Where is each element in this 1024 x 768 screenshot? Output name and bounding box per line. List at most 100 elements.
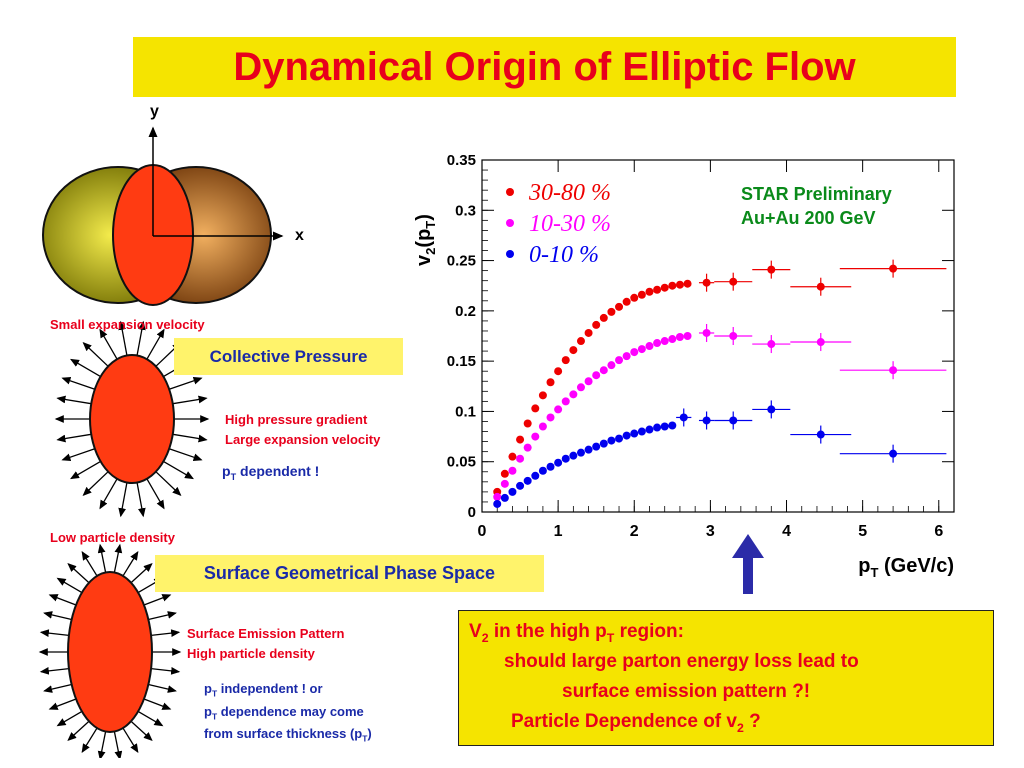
outward-arrow [172, 395, 208, 405]
data-point [767, 265, 776, 274]
data-point [500, 469, 509, 478]
data-point [554, 405, 563, 414]
overlap-nuclei [42, 126, 284, 306]
data-point [516, 481, 525, 490]
x-tick-label: 6 [934, 523, 943, 540]
outward-arrow [136, 320, 146, 356]
outward-arrow [143, 698, 172, 710]
data-point [516, 454, 525, 463]
outward-arrow [61, 448, 96, 461]
data-point [569, 390, 578, 399]
data-point [592, 442, 601, 451]
data-point [584, 445, 593, 454]
data-point [675, 333, 684, 342]
page-title: Dynamical Origin of Elliptic Flow [233, 45, 856, 89]
high-pressure-label: High pressure gradient [225, 412, 368, 427]
x-tick-label: 3 [706, 523, 715, 540]
data-point [668, 421, 677, 430]
data-point [493, 499, 502, 508]
data-point [683, 332, 692, 340]
pt-independent-text: pT independent ! or pT dependence may co… [204, 681, 372, 744]
x-axis-title: pT (GeV/c) [858, 555, 954, 580]
v2-chart: 0 1 2 3 4 5 6 0 0.05 0.1 0.15 0.2 0.25 0.3 0.35 v2(pT) p… [413, 152, 955, 580]
data-point [767, 405, 776, 414]
data-point [630, 348, 639, 357]
data-point [508, 487, 517, 496]
pt-dependent-label: pT dependent ! [222, 463, 320, 482]
x-axis-label: x [295, 227, 304, 244]
outward-arrow [39, 666, 69, 675]
data-point [546, 413, 555, 422]
collision-diagrams [38, 126, 284, 758]
outward-arrow [99, 328, 118, 360]
outward-arrow [56, 433, 92, 443]
data-point [702, 328, 711, 337]
outward-arrow [56, 395, 92, 405]
outward-arrow [168, 377, 203, 390]
title-banner: Dynamical Origin of Elliptic Flow [133, 37, 956, 97]
legend-label: 10-30 % [529, 211, 611, 237]
outward-arrow [43, 683, 72, 693]
x-tick-label: 4 [782, 523, 791, 540]
data-point [679, 413, 688, 422]
data-point [516, 435, 525, 444]
data-point [561, 454, 570, 463]
outward-arrow [113, 731, 123, 758]
data-point [630, 429, 639, 438]
data-points [493, 259, 947, 508]
outward-arrow [67, 563, 90, 584]
data-point [645, 287, 654, 296]
data-point [531, 471, 540, 480]
data-point [531, 404, 540, 413]
outward-arrow [48, 594, 77, 606]
data-point [660, 283, 669, 292]
data-point [653, 339, 662, 348]
data-point [660, 422, 669, 431]
y-tick-label: 0.35 [447, 152, 476, 169]
outward-arrow [148, 683, 177, 693]
data-point [660, 337, 669, 346]
note-line-2: should large parton energy loss lead to [504, 651, 859, 672]
outward-arrow [81, 727, 98, 753]
outward-arrow [136, 482, 146, 518]
outward-arrow [70, 358, 101, 378]
data-point [523, 443, 532, 452]
outward-arrow [168, 448, 203, 461]
data-point [889, 366, 898, 375]
ellipse-collective [89, 354, 175, 484]
outward-arrow [82, 471, 109, 496]
data-point [599, 366, 608, 375]
low-density-label: Low particle density [50, 530, 175, 545]
data-point [816, 282, 825, 291]
outward-arrow [122, 551, 139, 577]
data-point [569, 346, 578, 355]
data-point [816, 338, 825, 347]
series-0-10 % [493, 400, 947, 508]
data-point [637, 290, 646, 299]
outward-arrow [130, 563, 153, 584]
outward-arrow [151, 629, 181, 638]
legend-marker [506, 250, 514, 258]
note-line-4: Particle Dependence of v2 ? [511, 711, 761, 735]
legend-label: 30-80 % [528, 180, 611, 206]
data-point [546, 462, 555, 471]
data-point [508, 466, 517, 475]
outward-arrow [97, 731, 107, 758]
note-line-3: surface emission pattern ?! [562, 681, 811, 702]
y-axis-label: y [150, 103, 159, 120]
y-tick-label: 0 [468, 504, 476, 521]
emission-arrows [38, 543, 182, 758]
data-point [546, 378, 555, 387]
outward-arrow [48, 698, 77, 710]
data-point [538, 466, 547, 475]
data-point [592, 371, 601, 380]
data-point [538, 391, 547, 400]
data-point [576, 383, 585, 392]
data-point [607, 307, 616, 316]
y-axis-title: v2(pT) [413, 214, 438, 266]
data-point [599, 439, 608, 448]
data-point [645, 342, 654, 351]
outward-arrow [155, 471, 182, 496]
outward-arrow [99, 478, 118, 510]
data-point [630, 293, 639, 302]
